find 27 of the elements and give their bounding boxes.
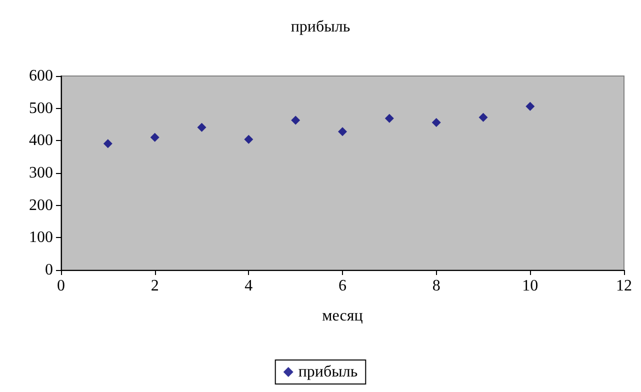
y-tick-label: 600 <box>29 68 53 84</box>
point <box>103 139 112 148</box>
point <box>197 122 206 132</box>
y-tick-label: 400 <box>29 132 53 150</box>
x-tick-label: 6 <box>338 278 346 294</box>
x-tick-label: 8 <box>432 278 440 294</box>
point <box>432 118 441 128</box>
y-tick-label: 500 <box>29 100 53 117</box>
point <box>244 134 254 144</box>
point <box>478 112 488 122</box>
chart-title: прибыль <box>290 18 350 36</box>
legend-label: прибыль <box>298 364 358 380</box>
point <box>526 102 535 111</box>
x-tick-label: 4 <box>244 278 253 294</box>
x-tick-label: 0 <box>57 278 65 294</box>
x-tick-label: 12 <box>616 278 632 294</box>
x-tick-label: 10 <box>522 278 538 294</box>
point <box>338 127 347 136</box>
point <box>291 116 300 125</box>
point <box>150 132 160 142</box>
y-tick-label: 300 <box>29 164 53 182</box>
x-axis-title: месяц <box>322 308 364 324</box>
y-tick-label: 0 <box>45 262 53 278</box>
y-tick-label: 200 <box>29 196 53 214</box>
x-tick-label: 2 <box>150 278 159 294</box>
point <box>384 114 394 123</box>
y-tick-label: 100 <box>29 229 53 246</box>
